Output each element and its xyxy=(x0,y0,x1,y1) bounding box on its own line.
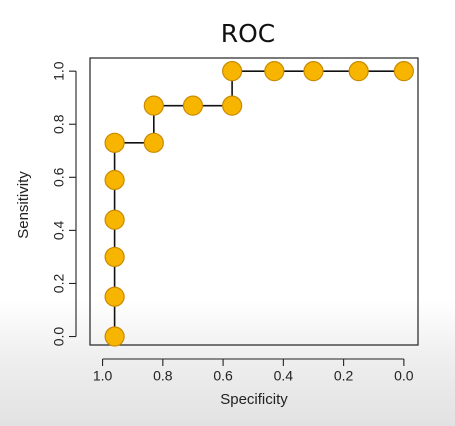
y-axis: 0.0 0.2 0.4 0.6 0.8 1.0 xyxy=(51,61,76,346)
roc-point xyxy=(183,96,202,115)
y-tick-label: 0.2 xyxy=(51,274,67,294)
roc-point xyxy=(349,62,368,81)
roc-point xyxy=(105,210,124,229)
y-tick-label: 0.0 xyxy=(51,327,67,347)
roc-point xyxy=(265,62,284,81)
x-tick-label: 0.0 xyxy=(394,368,414,384)
y-axis-label: Sensitivity xyxy=(15,171,32,239)
x-axis: 1.0 0.8 0.6 0.4 0.2 0.0 xyxy=(93,359,414,384)
roc-markers xyxy=(105,62,413,346)
x-axis-label: Specificity xyxy=(220,391,288,408)
x-tick-label: 0.8 xyxy=(153,368,173,384)
y-tick-label: 1.0 xyxy=(51,61,67,81)
plot-frame xyxy=(90,58,418,345)
roc-point xyxy=(105,327,124,346)
y-tick-label: 0.4 xyxy=(51,220,67,240)
y-tick-label: 0.8 xyxy=(51,114,67,134)
roc-point xyxy=(223,62,242,81)
x-tick-label: 0.6 xyxy=(213,368,233,384)
x-tick-label: 0.4 xyxy=(274,368,294,384)
roc-point xyxy=(144,96,163,115)
x-tick-label: 0.2 xyxy=(334,368,354,384)
roc-point xyxy=(105,247,124,266)
chart-title: ROC xyxy=(221,19,276,48)
roc-point xyxy=(105,133,124,152)
roc-point xyxy=(394,62,413,81)
roc-point xyxy=(105,287,124,306)
roc-point xyxy=(223,96,242,115)
x-tick-label: 1.0 xyxy=(93,368,113,384)
roc-point xyxy=(304,62,323,81)
roc-point xyxy=(144,133,163,152)
y-tick-label: 0.6 xyxy=(51,167,67,187)
roc-point xyxy=(105,170,124,189)
